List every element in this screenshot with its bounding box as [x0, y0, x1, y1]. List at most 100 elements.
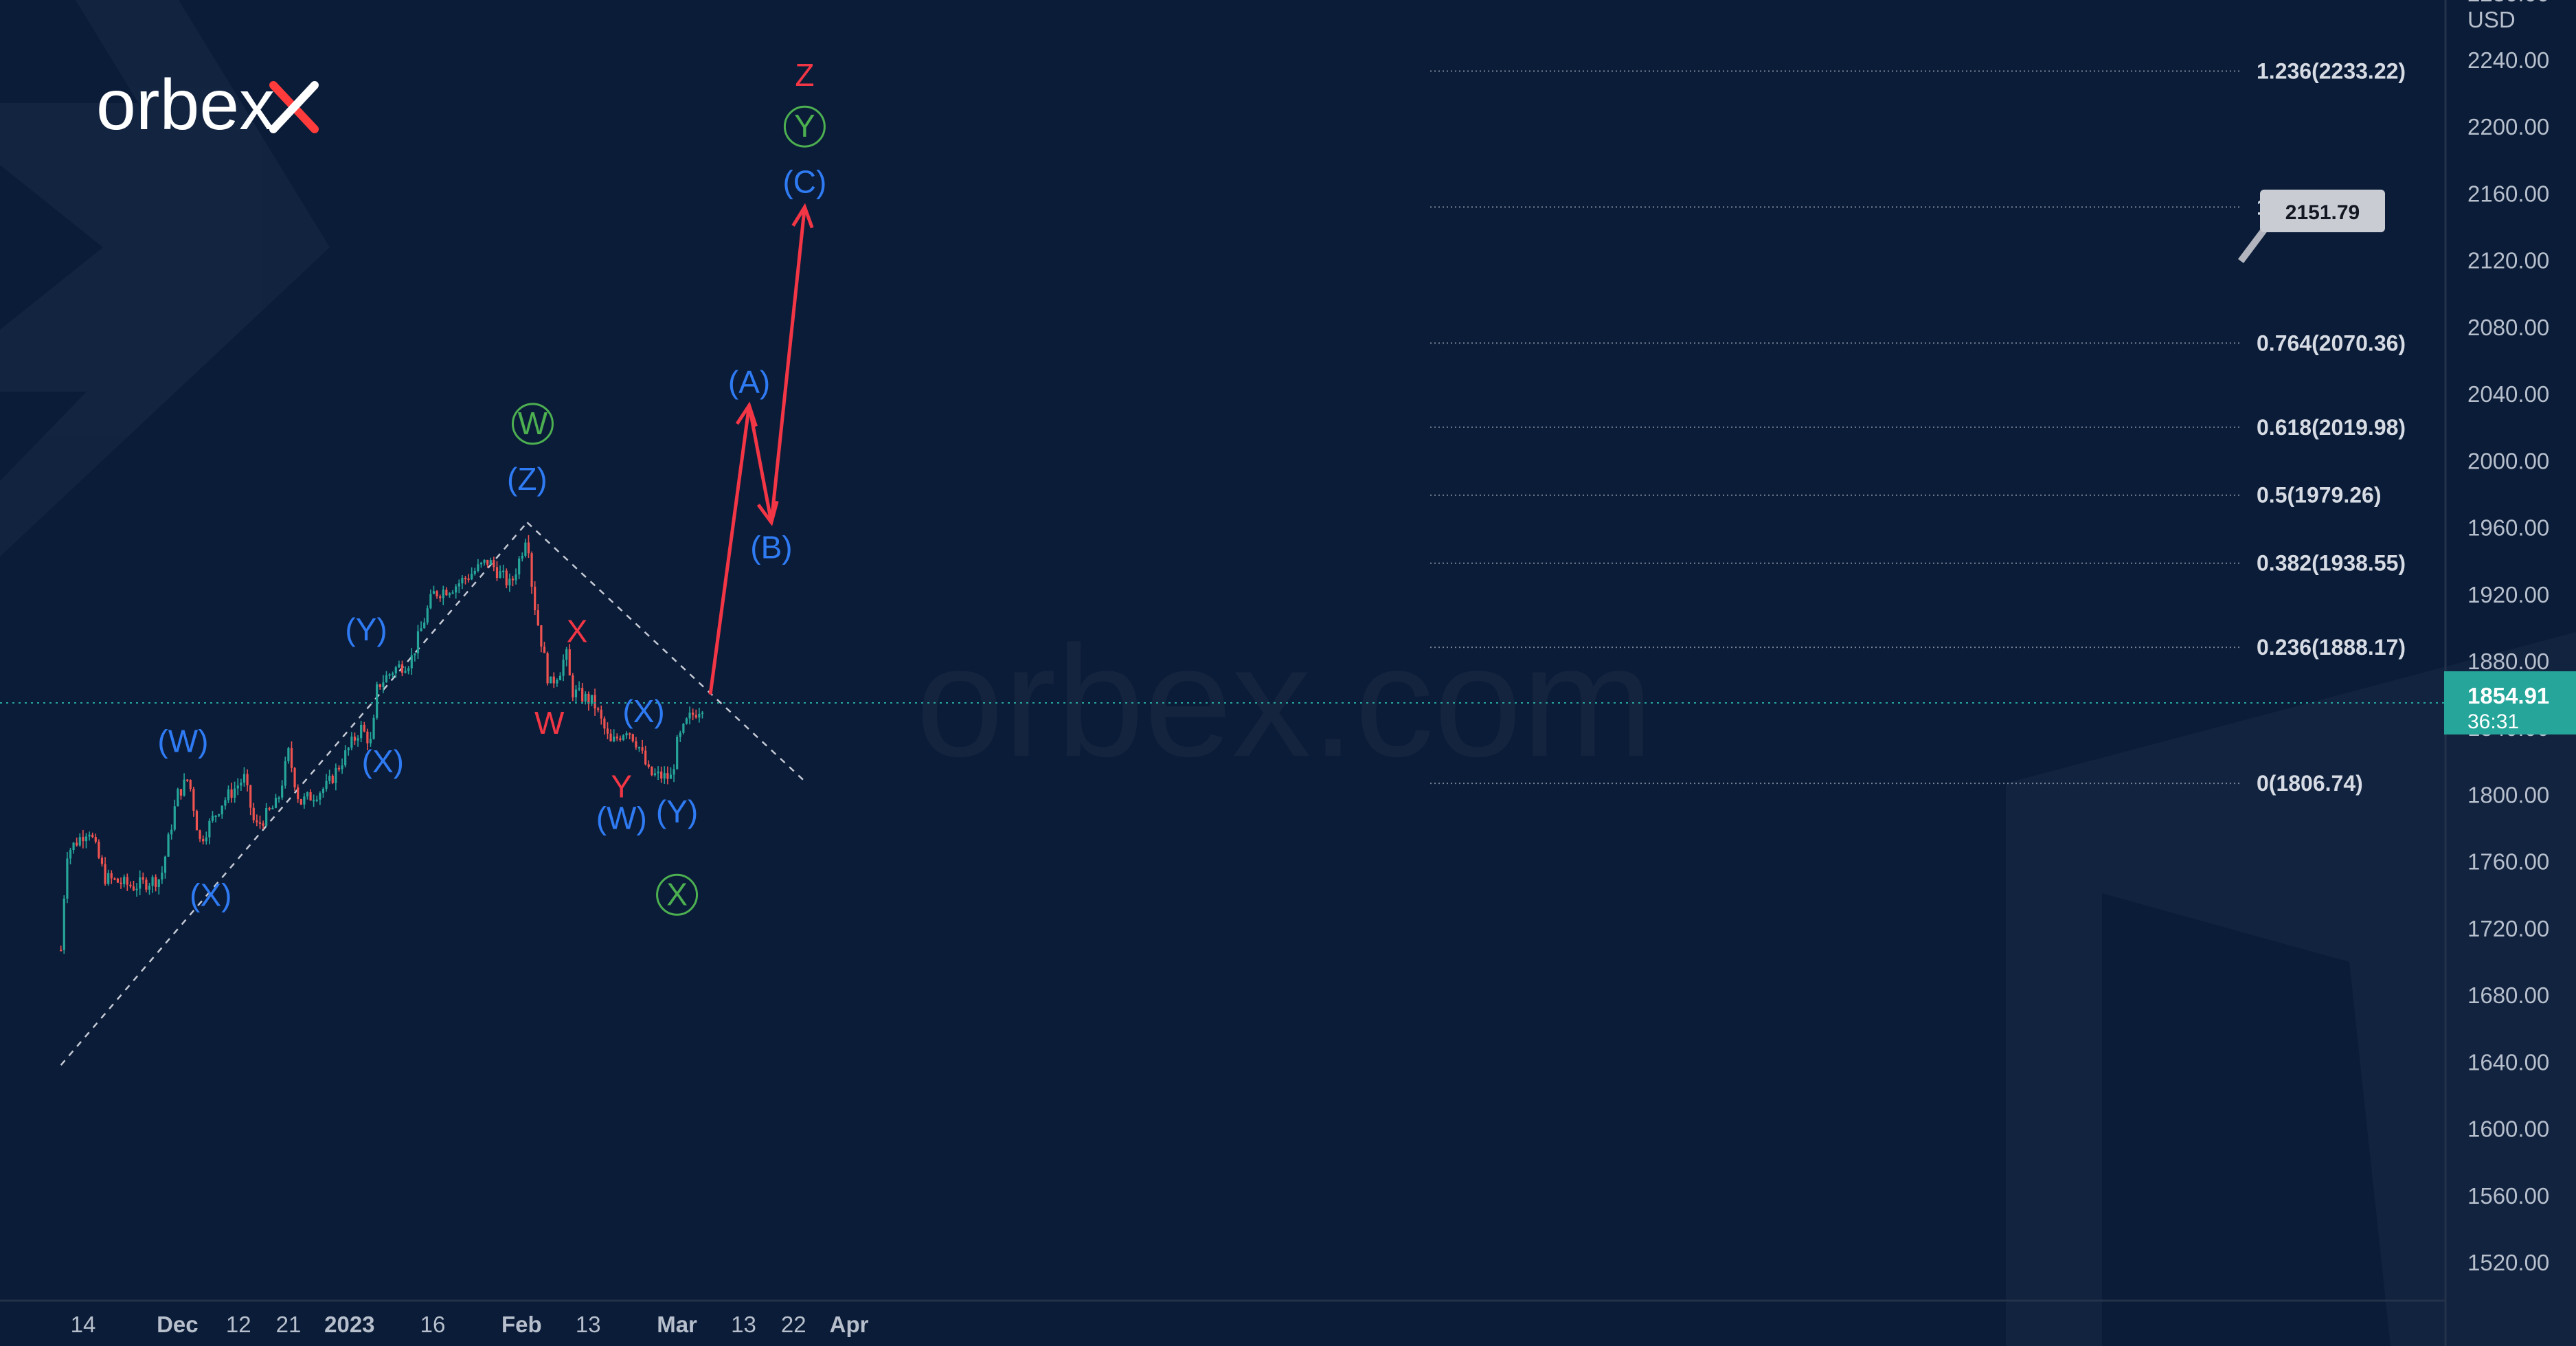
candle-body — [139, 877, 142, 889]
candle-body — [309, 792, 312, 801]
candle-body — [161, 873, 163, 880]
candle-body — [493, 560, 495, 568]
candle-body — [142, 877, 144, 880]
candle-body — [534, 586, 536, 611]
x-tick-label: Feb — [501, 1312, 542, 1337]
candle-body — [249, 785, 252, 808]
y-tick-label: 1680.00 — [2467, 983, 2549, 1008]
candle-body — [692, 713, 694, 715]
wave-label: (Y) — [656, 794, 698, 829]
candle-body — [505, 570, 508, 585]
candle-body — [145, 879, 148, 890]
y-tick-label: 1720.00 — [2467, 916, 2549, 941]
candle-body — [76, 842, 78, 846]
candle-body — [148, 886, 151, 890]
candle-body — [543, 647, 546, 653]
candle-body — [192, 789, 195, 811]
candle-body — [177, 789, 179, 807]
candle-body — [477, 564, 479, 571]
projection-arrowhead — [791, 203, 814, 229]
candle-body — [344, 750, 347, 765]
y-tick-label: 2000.00 — [2467, 448, 2549, 473]
candle-body — [211, 816, 214, 821]
candle-body — [319, 793, 321, 800]
candle-body — [581, 688, 584, 702]
candle-body — [562, 660, 565, 676]
candle-body — [404, 671, 407, 673]
candle-body — [173, 806, 176, 830]
candles — [60, 535, 704, 954]
fib-level-label: 0.5(1979.26) — [2257, 483, 2381, 508]
x-tick-label: 13 — [731, 1312, 756, 1337]
candle-body — [60, 950, 63, 952]
candle-body — [432, 591, 436, 594]
candle-body — [483, 559, 486, 563]
candle-body — [451, 592, 454, 594]
wave-label: W — [518, 405, 548, 441]
candle-body — [398, 664, 400, 668]
candle-body — [536, 610, 539, 626]
candle-body — [313, 800, 315, 802]
y-tick-label: 1760.00 — [2467, 849, 2549, 875]
candle-body — [234, 788, 236, 798]
candle-body — [227, 789, 230, 800]
candle-body — [530, 553, 533, 587]
y-tick-label: 2280.00 — [2467, 0, 2549, 6]
candle-body — [688, 713, 691, 719]
candle-body — [644, 750, 647, 765]
candle-body — [265, 808, 268, 826]
candle-body — [107, 873, 110, 884]
candle-body — [701, 713, 704, 715]
candle-body — [392, 673, 394, 675]
price-axis[interactable]: USD 2280.00 2240.00 2200.00 2160.00 2120.00 2… — [2444, 0, 2576, 1346]
wave-label: (A) — [728, 364, 770, 400]
candle-body — [297, 787, 300, 800]
candle-body — [457, 583, 460, 587]
candle-body — [353, 737, 357, 741]
candle-body — [540, 625, 543, 647]
candle-body — [379, 684, 381, 688]
candle-body — [218, 814, 221, 816]
candle-body — [104, 864, 106, 884]
candle-body — [565, 649, 568, 660]
candle-body — [274, 798, 278, 808]
wave-label: Y — [611, 768, 632, 804]
candle-body — [132, 886, 135, 890]
candle-body — [221, 805, 223, 815]
candle-body — [455, 586, 457, 593]
target-callout: 2151.79 — [2238, 190, 2385, 263]
candle-body — [98, 842, 100, 858]
x-tick-label: 12 — [226, 1312, 251, 1337]
projection-arrowhead — [756, 500, 779, 526]
candle-body — [603, 718, 606, 729]
time-axis[interactable]: 14 Dec 12 21 2023 16 Feb 13 Mar 13 22 Apr — [0, 1299, 2445, 1337]
candle-body — [694, 715, 697, 718]
wave-label: (X) — [622, 693, 664, 729]
candle-body — [461, 577, 464, 584]
candle-body — [597, 708, 600, 710]
y-tick-label: 2240.00 — [2467, 47, 2549, 73]
candle-body — [72, 842, 75, 851]
candle-body — [179, 789, 183, 796]
candle-body — [578, 688, 580, 690]
candle-body — [258, 822, 262, 824]
wave-label: (Y) — [345, 612, 387, 647]
candle-body — [66, 858, 69, 899]
candle-body — [350, 737, 353, 748]
projection-path — [708, 207, 806, 695]
candle-body — [546, 653, 549, 684]
y-tick-label: 1920.00 — [2467, 582, 2549, 607]
fib-level-label: 1.236(2233.22) — [2257, 58, 2406, 83]
x-tick-label: Dec — [157, 1312, 199, 1337]
candle-body — [511, 579, 515, 581]
y-tick-label: 1800.00 — [2467, 782, 2549, 807]
candle-body — [442, 590, 444, 598]
candle-body — [495, 567, 499, 578]
candle-body — [423, 622, 426, 629]
candle-body — [558, 675, 562, 681]
candle-body — [673, 769, 675, 775]
y-tick-label: 1640.00 — [2467, 1049, 2549, 1075]
wave-label: (W) — [157, 724, 208, 759]
candle-body — [414, 653, 416, 655]
